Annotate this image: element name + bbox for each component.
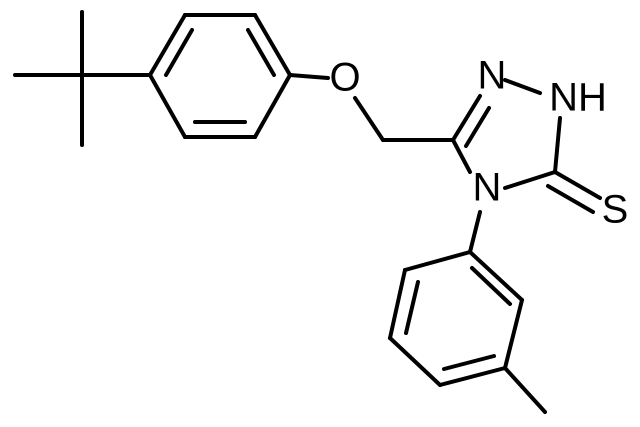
atom-label: N (473, 166, 502, 210)
atom-label: S (602, 188, 629, 232)
bonds (13, 10, 602, 414)
atom-label: NH (549, 76, 607, 120)
atom-label: O (329, 56, 360, 100)
atom-label: N (478, 54, 507, 98)
